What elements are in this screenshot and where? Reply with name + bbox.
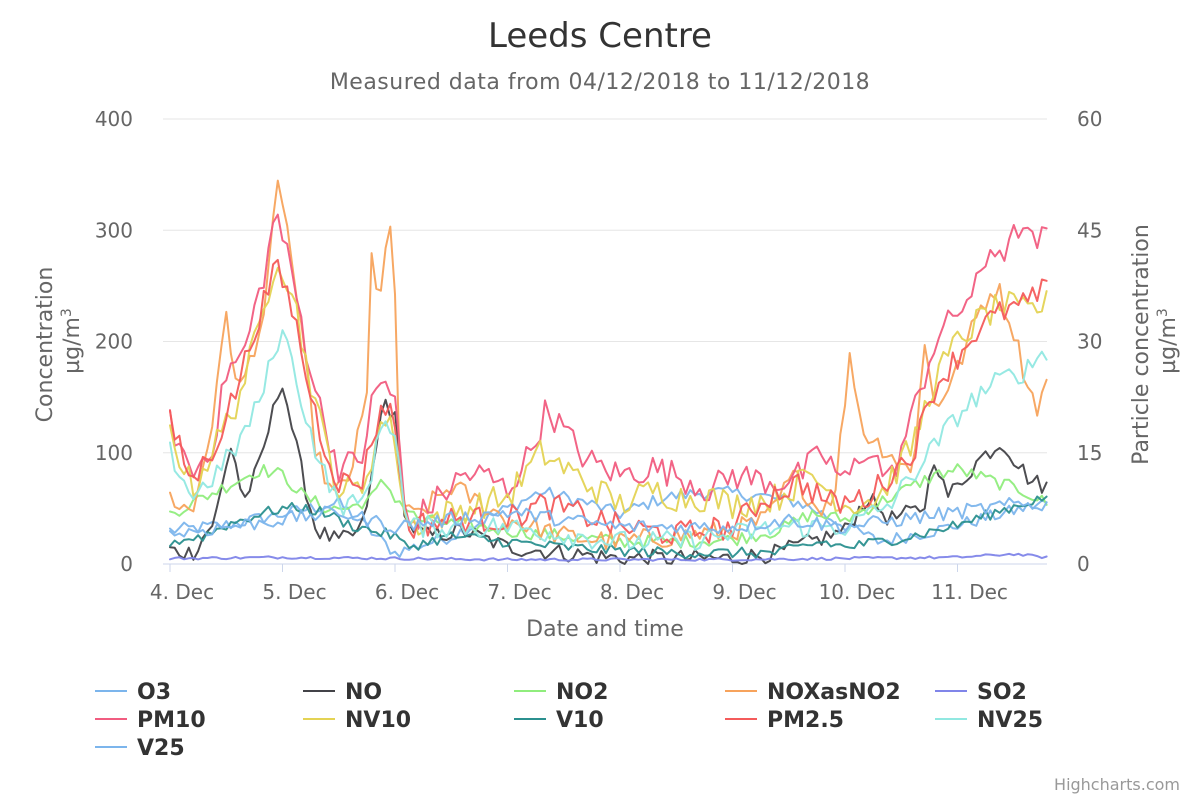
legend-item-pm10[interactable]: PM10	[95, 708, 206, 733]
chart-subtitle: Measured data from 04/12/2018 to 11/12/2…	[330, 70, 870, 95]
legend-item-v25[interactable]: V25	[95, 736, 185, 761]
x-tick-label: 6. Dec	[375, 580, 439, 604]
x-tick-label: 4. Dec	[150, 580, 214, 604]
legend-label: SO2	[977, 680, 1027, 705]
series-line-so2	[169, 552, 1048, 562]
series-line-pm10	[169, 213, 1048, 530]
legend-item-nv25[interactable]: NV25	[935, 708, 1043, 733]
x-tick-label: 7. Dec	[487, 580, 551, 604]
right-axis-title: Particle concentration µg/m3	[1129, 217, 1181, 465]
left-axis-unit-base: µg/m	[60, 317, 85, 374]
series-lines	[169, 179, 1048, 565]
x-tick-label: 11. Dec	[931, 580, 1008, 604]
legend-item-no2[interactable]: NO2	[514, 680, 608, 705]
left-axis-title: Concentration µg/m3	[33, 260, 85, 423]
legend-item-noxasno2[interactable]: NOXasNO2	[725, 680, 901, 705]
x-axis-title: Date and time	[526, 617, 684, 642]
legend-label: NO2	[556, 680, 608, 705]
legend-label: V10	[556, 708, 604, 733]
series-line-pm2-5	[169, 258, 1048, 545]
credits-link[interactable]: Highcharts.com	[1054, 775, 1180, 794]
right-axis-ticks: 0 15 30 45 60	[1077, 107, 1102, 576]
legend-item-o3[interactable]: O3	[95, 680, 171, 705]
right-axis-title-text: Particle concentration	[1129, 224, 1154, 465]
series-line-nv10	[169, 266, 1048, 536]
legend-label: O3	[137, 680, 171, 705]
left-axis-unit-exp: 3	[59, 308, 75, 317]
left-tick-label: 0	[120, 552, 133, 576]
legend-item-v10[interactable]: V10	[514, 708, 604, 733]
legend-item-pm2-5[interactable]: PM2.5	[725, 708, 844, 733]
legend-label: V25	[137, 736, 185, 761]
x-tick-label: 10. Dec	[819, 580, 896, 604]
left-tick-label: 300	[95, 218, 133, 242]
legend: O3 NO NO2 NOXasNO2 SO2 PM10 NV10 V10 PM2.5 NV25 V2…	[95, 680, 1043, 761]
legend-label: PM2.5	[767, 708, 844, 733]
legend-label: NO	[345, 680, 382, 705]
right-axis-unit-base: µg/m	[1156, 317, 1181, 374]
right-axis-unit: µg/m3	[1155, 308, 1181, 374]
legend-item-nv10[interactable]: NV10	[303, 708, 411, 733]
left-axis-ticks: 0 100 200 300 400	[95, 107, 133, 576]
left-tick-label: 100	[95, 441, 133, 465]
chart-title: Leeds Centre	[488, 16, 712, 56]
x-axis-ticks: 4. Dec 5. Dec 6. Dec 7. Dec 8. Dec 9. Dec 10. …	[150, 563, 1047, 604]
series-line-v10	[169, 495, 1048, 560]
series-line-o3	[169, 485, 1048, 558]
series-line-no2	[169, 463, 1048, 549]
series-line-nv25	[169, 329, 1048, 551]
right-tick-label: 0	[1077, 552, 1090, 576]
series-line-noxasno2	[169, 179, 1048, 550]
x-tick-label: 8. Dec	[600, 580, 664, 604]
x-tick-label: 5. Dec	[262, 580, 326, 604]
legend-label: NV10	[345, 708, 411, 733]
left-axis-unit: µg/m3	[59, 308, 85, 374]
left-tick-label: 400	[95, 107, 133, 131]
x-tick-label: 9. Dec	[712, 580, 776, 604]
right-tick-label: 30	[1077, 330, 1102, 354]
legend-label: PM10	[137, 708, 206, 733]
left-axis-title-text: Concentration	[33, 267, 58, 423]
legend-label: NV25	[977, 708, 1043, 733]
series-line-no	[169, 387, 1048, 565]
legend-item-so2[interactable]: SO2	[935, 680, 1027, 705]
series-line-v25	[169, 497, 1048, 538]
left-tick-label: 200	[95, 330, 133, 354]
right-tick-label: 60	[1077, 107, 1102, 131]
legend-item-no[interactable]: NO	[303, 680, 382, 705]
legend-label: NOXasNO2	[767, 680, 901, 705]
right-tick-label: 45	[1077, 218, 1102, 242]
right-tick-label: 15	[1077, 441, 1102, 465]
right-axis-unit-exp: 3	[1155, 308, 1171, 317]
